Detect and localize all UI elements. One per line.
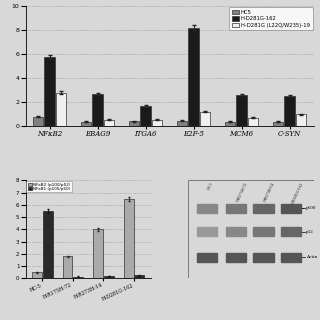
Bar (140, 106, 151, 126)
Bar (81, 122, 92, 126)
Bar (253, 253, 274, 262)
Bar (281, 228, 301, 236)
Bar (253, 228, 274, 236)
Bar (152, 120, 163, 126)
Text: H-R175H-72: H-R175H-72 (236, 181, 249, 202)
Bar (177, 121, 188, 126)
Bar (197, 253, 217, 262)
Legend: HC5, H-D281G-162, H-D281G (L22Q/W235)-19: HC5, H-D281G-162, H-D281G (L22Q/W235)-19 (229, 7, 313, 30)
Text: H-D281G-162: H-D281G-162 (291, 181, 304, 204)
Bar (33, 116, 44, 126)
Bar (281, 253, 301, 262)
Bar (281, 204, 301, 213)
Bar (56, 92, 67, 126)
Bar (225, 122, 236, 126)
Bar (93, 229, 103, 278)
Bar (248, 118, 259, 126)
Bar (32, 272, 42, 278)
Bar (104, 276, 114, 278)
Bar (284, 96, 295, 126)
Bar (253, 204, 274, 213)
Bar (226, 228, 246, 236)
Text: H-R273H-14: H-R273H-14 (263, 181, 276, 202)
Bar (104, 120, 115, 126)
Bar (296, 114, 307, 126)
Bar (226, 253, 246, 262)
Bar (273, 122, 284, 126)
Bar (44, 57, 55, 126)
Text: HC-5: HC-5 (207, 181, 214, 191)
Bar (188, 28, 199, 126)
Bar (197, 204, 217, 213)
Legend: NFκB2 (p100/p52), NFκB1 (p105/p50): NFκB2 (p100/p52), NFκB1 (p105/p50) (27, 181, 72, 192)
Text: Actin: Actin (306, 255, 317, 259)
Bar (200, 112, 211, 126)
Bar (197, 228, 217, 236)
Bar (63, 256, 73, 278)
Bar (226, 204, 246, 213)
Bar (92, 94, 103, 126)
Bar (73, 276, 83, 278)
Bar (43, 211, 52, 278)
Bar (134, 275, 144, 278)
Text: p100: p100 (306, 206, 316, 210)
Bar (124, 199, 133, 278)
Bar (129, 121, 140, 126)
Text: p52: p52 (306, 230, 314, 234)
Bar (236, 95, 247, 126)
